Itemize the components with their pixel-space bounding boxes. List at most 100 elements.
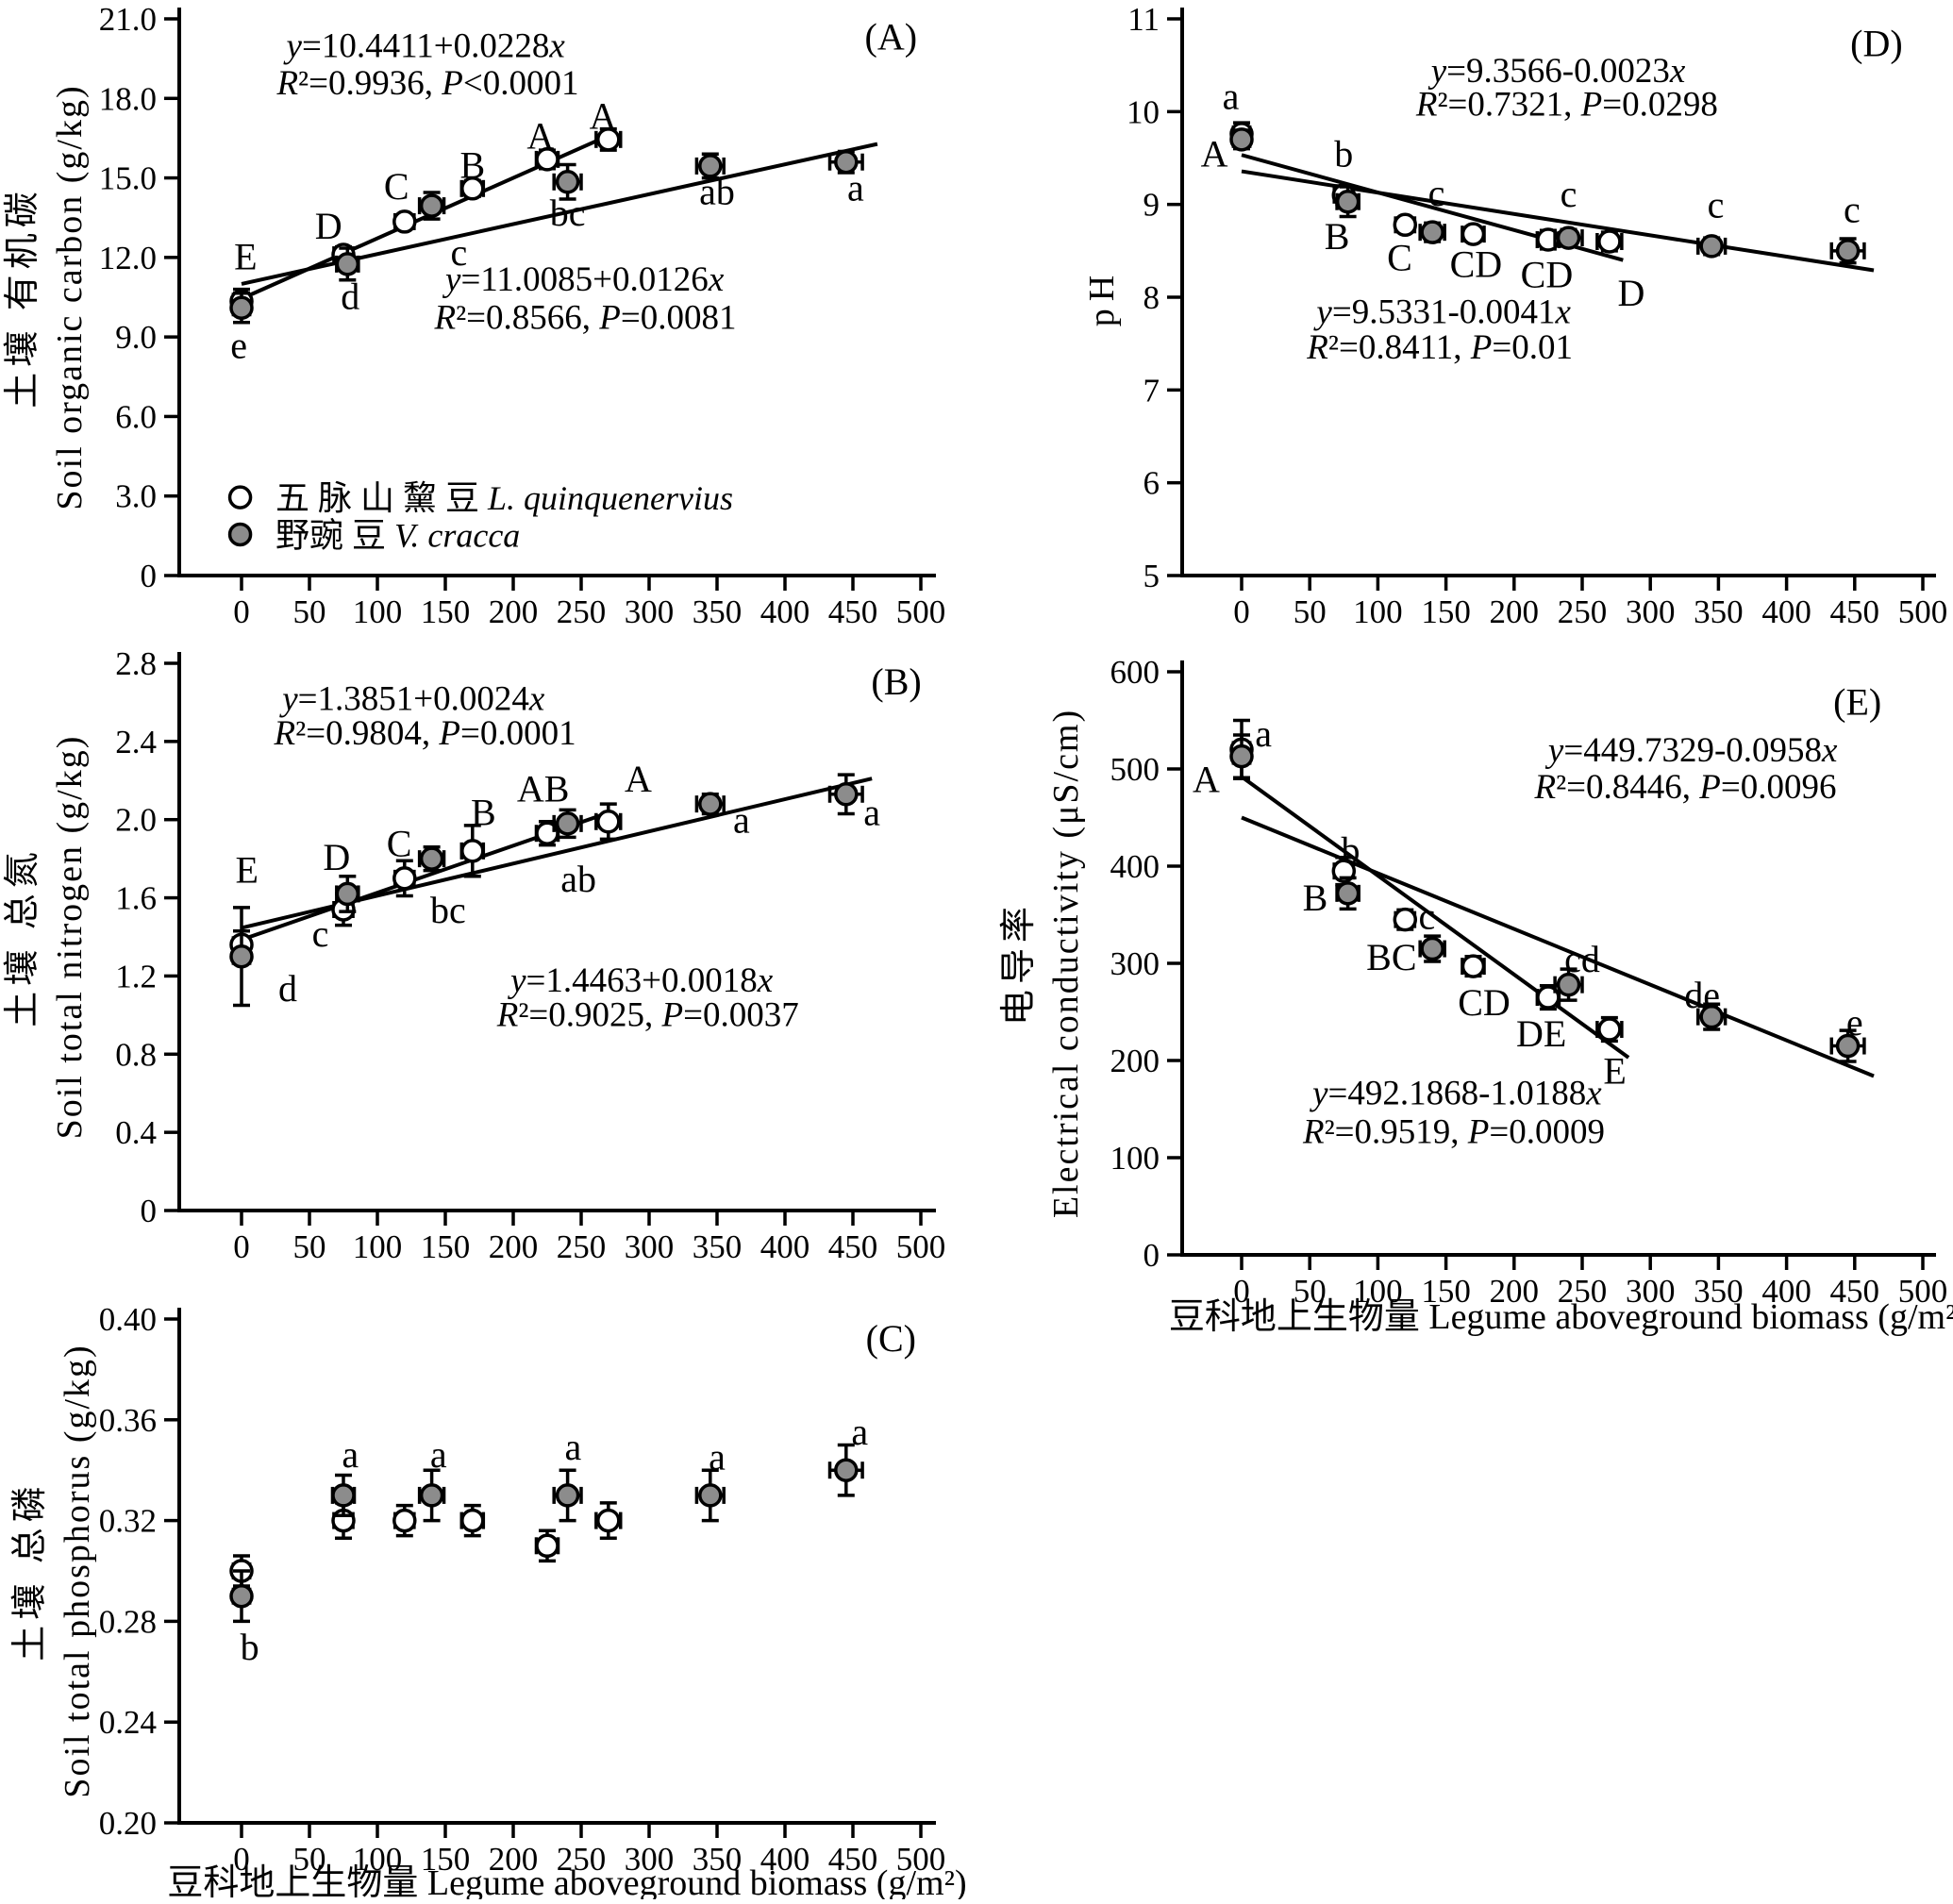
y-tick-label: 6 [1143,465,1160,502]
panel-D: 5 6 7 8 9 10 11 0 50 100 150 200 250 300 350 400 450 500 p… [1082,1,1947,630]
data-point-gray [827,773,864,816]
open-circle-icon [596,810,621,834]
data-point-open [1461,222,1486,246]
gray-circle-icon [555,811,580,836]
sig-letter: bc [430,889,466,931]
sig-letter: ab [699,171,735,213]
x-tick-label: 400 [760,1228,810,1265]
gray-circle-icon [229,1583,254,1609]
sig-letter: b [241,1626,259,1668]
equation-text: y=11.0085+0.0126x [442,260,725,299]
x-tick-label: 400 [760,593,810,630]
y-tick-label: 0.40 [99,1301,157,1338]
x-tick-label: 50 [1294,593,1327,630]
x-axis-title: 豆科地上生物量 Legume aboveground biomass (g/m²… [1169,1297,1953,1337]
x-tick-label: 200 [489,1841,539,1878]
sig-letter: B [459,144,485,187]
sig-letter: cd [1564,938,1600,980]
x-tick-label: 500 [1898,593,1948,630]
gray-circle-icon [1335,189,1360,214]
sig-letter: E [1603,1049,1626,1092]
data-point-open [594,802,623,842]
data-point-open [1595,229,1624,254]
open-circle-icon [1597,1017,1622,1042]
x-tick-label: 50 [1294,1273,1327,1310]
y-axis-title-en: Soil total phosphorus (g/kg) [58,1344,97,1797]
x-tick-label: 400 [760,1841,810,1878]
sig-letter: a [709,1436,726,1478]
y-tick-label: 8 [1143,279,1160,316]
sig-letter: b [1334,133,1353,175]
y-tick-label: 3.0 [115,478,157,515]
data-point-gray [1829,1028,1866,1063]
gray-circle-icon [1556,972,1581,997]
open-circle-icon [392,209,417,234]
data-point-gray [229,906,254,1008]
sig-letter: d [341,276,359,318]
y-axis-title-cn: 土壤 总氮 [3,846,42,1027]
data-point-gray [1335,876,1360,911]
sig-letter: de [1684,974,1720,1016]
equation-text: R²=0.7321, P=0.0298 [1415,85,1718,124]
sig-letter: a [564,1426,581,1468]
sig-letter: D [1618,272,1645,314]
y-tick-label: 12.0 [99,240,157,276]
sig-letter: c [1419,895,1436,938]
gray-circle-icon [1420,220,1444,244]
x-tick-label: 150 [421,1228,471,1265]
data-point-gray [1418,934,1446,963]
sig-letter: A [625,758,652,800]
x-tick-label: 350 [693,1228,743,1265]
sig-letter: BC [1366,936,1416,978]
gray-circle-icon [1835,1033,1861,1059]
y-tick-label: 0.8 [115,1036,157,1073]
sig-letter: AB [517,768,570,810]
y-tick-label: 100 [1110,1140,1160,1177]
x-tick-label: 250 [557,593,607,630]
x-tick-label: 100 [1353,593,1403,630]
x-tick-label: 400 [1761,1273,1811,1310]
data-point-gray [229,292,254,325]
legend-label: 五 脉 山 黧 豆 L. quinquenervius [275,479,733,517]
equation-text: R²=0.9519, P=0.0009 [1302,1113,1605,1152]
sig-letter: C [384,165,409,208]
x-tick-label: 50 [293,1228,326,1265]
panel-C: 0.20 0.24 0.28 0.32 0.36 0.40 0 50 100 150 200 250 3… [10,1301,967,1903]
y-tick-label: 0.4 [115,1114,157,1151]
sig-letter: A [1201,133,1228,175]
data-point-gray [1695,1002,1728,1031]
x-tick-label: 100 [1353,1273,1403,1310]
data-point-gray [694,1468,726,1523]
y-tick-label: 2.4 [115,724,157,760]
sig-letter: B [1325,215,1350,258]
equation-text: R²=0.8566, P=0.0081 [433,299,736,338]
gray-circle-icon [1699,234,1724,259]
open-circle-icon [392,866,417,891]
y-tick-label: 9.0 [115,319,157,356]
open-circle-icon [227,485,253,509]
data-point-open [459,176,486,201]
sig-letter: D [323,836,350,878]
gray-circle-icon [698,1483,723,1508]
sig-letter: c [1428,172,1445,214]
y-tick-label: 0 [141,558,158,594]
x-tick-label: 500 [896,1841,946,1878]
data-point-gray [1553,967,1584,1002]
sig-letter: A [590,95,617,138]
sig-letter: c [1561,173,1577,215]
data-point-gray [1335,185,1360,219]
equation-text: y=1.3851+0.0024x [278,680,545,719]
y-tick-label: 2.8 [115,645,157,682]
x-tick-label: 0 [1233,593,1250,630]
sig-letter: E [236,849,259,892]
equation-text: y=10.4411+0.0228x [283,27,566,66]
y-tick-label: 0.24 [99,1704,157,1741]
sig-letter: ab [560,858,596,900]
y-tick-label: 400 [1110,848,1160,885]
y-tick-label: 15.0 [99,160,157,197]
sig-letter: d [278,967,297,1010]
gray-circle-icon [834,149,859,175]
y-tick-label: 1.2 [115,958,157,994]
data-point-gray [1829,237,1866,265]
